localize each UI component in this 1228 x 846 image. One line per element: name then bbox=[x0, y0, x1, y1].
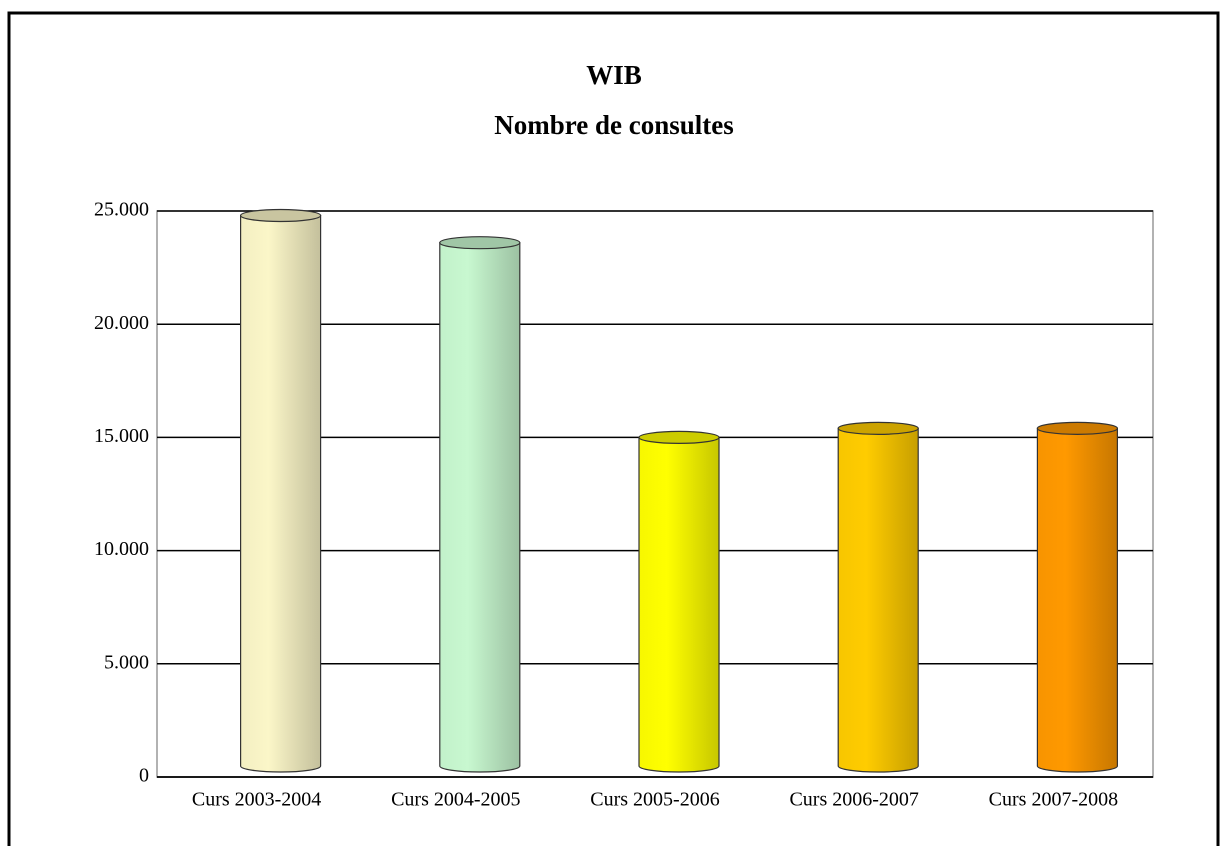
y-tick-label: 0 bbox=[139, 765, 149, 787]
chart-title: WIB bbox=[586, 60, 642, 90]
bar-top bbox=[439, 236, 521, 250]
bar-top bbox=[1036, 421, 1119, 435]
x-tick-label: Curs 2006-2007 bbox=[789, 789, 918, 811]
x-tick-label: Curs 2005-2006 bbox=[590, 789, 719, 811]
bar bbox=[837, 427, 919, 773]
chart-subtitle: Nombre de consultes bbox=[494, 110, 734, 140]
bar bbox=[1036, 427, 1118, 773]
x-tick-label: Curs 2004-2005 bbox=[391, 789, 520, 811]
y-tick-label: 20.000 bbox=[94, 312, 149, 334]
bar bbox=[638, 436, 720, 773]
y-tick-label: 10.000 bbox=[94, 538, 149, 560]
bar bbox=[240, 214, 322, 773]
y-tick-label: 15.000 bbox=[94, 425, 149, 447]
x-tick-label: Curs 2007-2008 bbox=[989, 789, 1118, 811]
bar-top bbox=[240, 208, 322, 223]
bar bbox=[439, 242, 521, 773]
bar-top bbox=[638, 430, 720, 444]
y-tick-label: 25.000 bbox=[94, 199, 149, 221]
frame bbox=[7, 11, 1220, 846]
bar-top bbox=[837, 421, 919, 435]
y-tick-label: 5.000 bbox=[104, 651, 149, 673]
x-tick-label: Curs 2003-2004 bbox=[192, 789, 321, 811]
